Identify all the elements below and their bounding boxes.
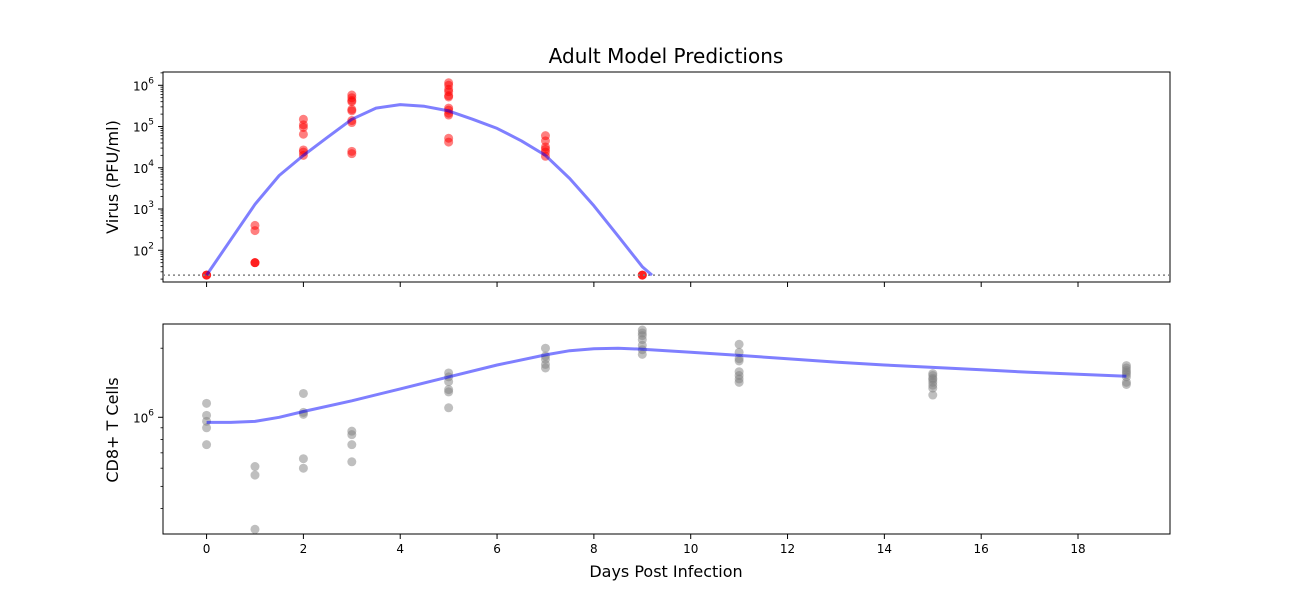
virus-x-axis [206, 282, 1079, 287]
data-point [928, 383, 938, 393]
data-point [202, 423, 212, 433]
data-point [250, 470, 260, 480]
model-fit-line [205, 103, 653, 277]
data-point [637, 349, 647, 359]
x-tick-label: 16 [974, 542, 989, 556]
cd8-y-axis: 106 [133, 347, 163, 509]
y-tick-label: 106 [133, 76, 154, 93]
x-tick-label: 18 [1070, 542, 1085, 556]
data-point [444, 137, 454, 147]
data-point [347, 440, 357, 450]
y-tick-label: 105 [133, 118, 154, 135]
data-point [250, 258, 260, 268]
data-point [1121, 379, 1131, 389]
x-tick-label: 0 [203, 542, 211, 556]
x-tick-label: 6 [493, 542, 501, 556]
x-tick-label: 2 [300, 542, 308, 556]
y-tick-label: 102 [133, 241, 154, 258]
y-tick-label: 103 [133, 200, 154, 217]
data-point [250, 226, 260, 236]
virus-lines [163, 103, 1170, 277]
cd8-lines [206, 346, 1127, 424]
model-fit-line [206, 346, 1127, 424]
data-point [734, 339, 744, 349]
x-tick-label: 12 [780, 542, 795, 556]
data-point [298, 122, 308, 132]
x-tick-label: 10 [683, 542, 698, 556]
data-point [298, 388, 308, 398]
cd8-x-axis: 0 2 4 6 8 10 12 14 16 18 [203, 534, 1086, 556]
data-point [298, 454, 308, 464]
data-point [540, 363, 550, 373]
data-point [347, 106, 357, 116]
data-point [540, 343, 550, 353]
data-point [250, 462, 260, 472]
data-point [347, 97, 357, 107]
data-point [444, 92, 454, 102]
data-point [734, 356, 744, 366]
data-point [298, 463, 308, 473]
virus-y-axis: 102 103 104 105 106 [133, 72, 163, 280]
cd8-plot-frame [162, 323, 1171, 535]
data-point [444, 403, 454, 413]
data-point [928, 390, 938, 400]
data-point [444, 377, 454, 387]
y-tick-label: 106 [133, 408, 154, 425]
data-point [250, 524, 260, 534]
y-tick-label: 104 [133, 159, 154, 176]
chart-title: Adult Model Predictions [549, 44, 784, 68]
data-point [347, 430, 357, 440]
data-point [347, 149, 357, 159]
data-point [444, 387, 454, 397]
x-axis-label: Days Post Infection [589, 562, 742, 581]
cd8-data-points [202, 325, 1131, 534]
data-point [637, 270, 647, 280]
virus-panel: 102 103 104 105 106 Virus (PFU/ml) [103, 71, 1171, 287]
x-tick-label: 8 [590, 542, 598, 556]
data-point [347, 457, 357, 467]
data-point [734, 377, 744, 387]
virus-data-points [202, 78, 647, 280]
cd8-y-axis-label: CD8+ T Cells [103, 377, 122, 482]
virus-plot-frame [162, 71, 1171, 283]
cd8-panel: 106 0 2 4 6 8 10 12 14 16 18 CD8+ T Cells [103, 323, 1171, 556]
data-point [202, 398, 212, 408]
data-point [298, 129, 308, 139]
data-point [202, 440, 212, 450]
x-tick-label: 4 [396, 542, 404, 556]
virus-y-axis-label: Virus (PFU/ml) [103, 120, 122, 234]
x-tick-label: 14 [877, 542, 892, 556]
